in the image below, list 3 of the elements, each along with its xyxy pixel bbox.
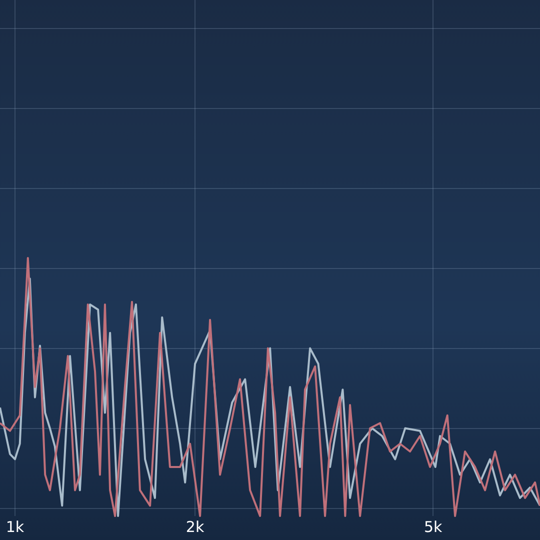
x-tick-label: 2k xyxy=(186,518,204,536)
x-tick-label: 5k xyxy=(424,518,442,536)
x-tick-label: 1k xyxy=(6,518,24,536)
